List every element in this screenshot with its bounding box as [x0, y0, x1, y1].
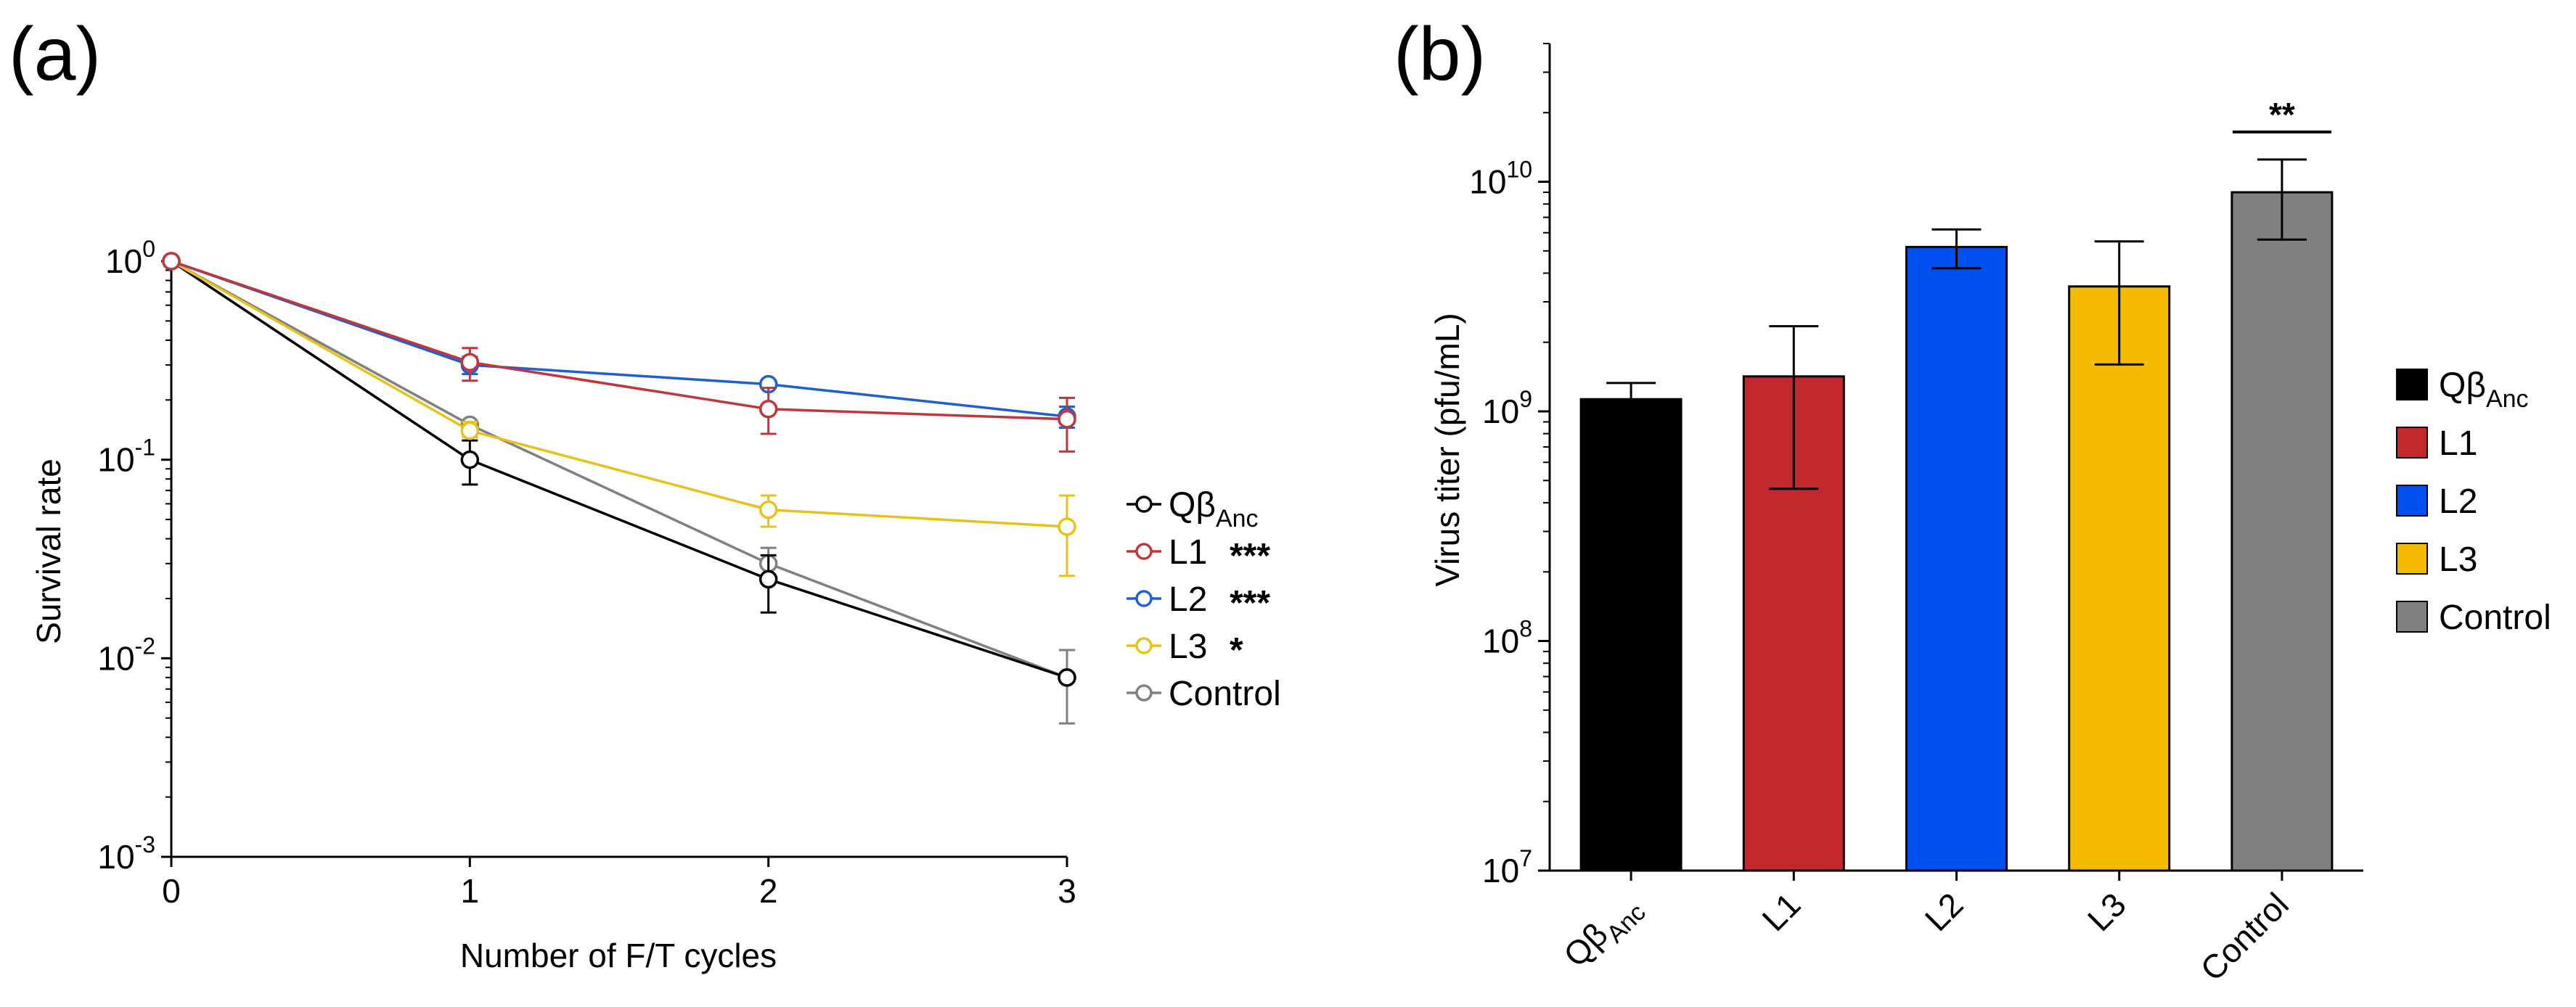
legend-item: Control [1127, 675, 1281, 713]
data-point [1058, 410, 1076, 429]
significance-stars: * [1230, 631, 1243, 670]
x-tick-label-a: 2 [759, 872, 778, 910]
legend-item: QβAnc [2396, 366, 2529, 413]
bar-chart-axes: 1010 109 108 107 QβAnc L1 L2 L3 Control [1469, 43, 2363, 988]
bar-group [1579, 382, 1682, 872]
data-point [460, 450, 480, 469]
line-series [162, 252, 1076, 429]
x-tick-label-a: 3 [1058, 872, 1076, 910]
legend-item: L2 [2396, 482, 2477, 521]
bar-group [2068, 240, 2171, 872]
x-tick-label-b: L3 [2080, 885, 2133, 938]
line-chart-series [162, 252, 1076, 725]
legend-swatch [2396, 427, 2428, 459]
x-tick-label-b: L2 [1918, 885, 1971, 938]
bar [1905, 245, 2008, 872]
series-line [171, 260, 1068, 528]
data-point [1058, 517, 1076, 536]
legend-item: Control [2396, 599, 2551, 637]
legend-item: L3 [2396, 541, 2477, 579]
bar-group [2231, 158, 2334, 872]
bar [2068, 285, 2171, 872]
data-point [1058, 668, 1076, 687]
y-tick-label-a: 10-1 [97, 435, 155, 479]
panel-label-a: (a) [9, 12, 101, 96]
y-axis-title-b: Virus titer (pfu/mL) [1428, 313, 1466, 586]
line-series [162, 252, 1076, 453]
bar-chart-bars: ** [1579, 96, 2334, 872]
y-tick-label-a: 100 [105, 236, 155, 280]
x-tick-label-a: 1 [461, 872, 480, 910]
legend-marker [1135, 590, 1153, 607]
series-line [171, 260, 1068, 418]
data-point [759, 570, 778, 589]
legend-item: L2 *** [1127, 580, 1270, 622]
line-chart-axes: 100 10-1 10-2 10-30 1 2 3 [97, 236, 1076, 910]
legend-label: QβAnc [1169, 486, 1259, 533]
legend-swatch [2396, 601, 2428, 633]
y-axis-title-a: Survival rate [30, 459, 68, 644]
legend-label: L3 [2439, 541, 2477, 579]
y-tick-label-a: 10-3 [97, 831, 155, 876]
data-point [460, 421, 480, 440]
bar-group [1742, 325, 1845, 872]
x-tick-label-b: L1 [1754, 885, 1807, 938]
panel-label-b: (b) [1394, 12, 1486, 96]
legend-label: L3 [1169, 628, 1207, 666]
y-tick-label-a: 10-2 [97, 633, 155, 677]
legend-label: Control [2439, 599, 2551, 637]
significance-stars: ** [2269, 96, 2295, 133]
legend-marker [1135, 637, 1153, 654]
legend-label: L2 [1169, 580, 1207, 619]
legend-marker [1135, 684, 1153, 702]
x-tick-label-b: Control [2193, 885, 2296, 988]
legend-label: Control [1169, 675, 1281, 713]
legend-item: L3 * [1127, 628, 1243, 670]
legend-item: QβAnc [1127, 486, 1259, 533]
x-axis-title-a: Number of F/T cycles [460, 937, 777, 974]
y-tick-label-b: 1010 [1469, 157, 1532, 201]
legend-swatch [2396, 543, 2428, 575]
legend-swatch [2396, 369, 2428, 400]
significance-stars: *** [1230, 584, 1270, 622]
data-point [759, 400, 778, 419]
series-line [171, 260, 1068, 679]
legend-item: L1 [2396, 424, 2477, 463]
legend-marker [1135, 543, 1153, 560]
legend-marker [1135, 496, 1153, 513]
bar [1579, 398, 1682, 872]
x-tick-label-a: 0 [162, 872, 181, 910]
legend-label: QβAnc [2439, 366, 2529, 413]
data-point [460, 353, 480, 371]
y-tick-label-b: 107 [1482, 845, 1532, 889]
x-tick-label-b: QβAnc [1556, 885, 1651, 980]
significance-stars: *** [1230, 537, 1270, 575]
bar-group [1905, 228, 2008, 872]
y-tick-label-b: 109 [1482, 386, 1532, 430]
bar [2231, 191, 2334, 872]
series-line [171, 260, 1068, 421]
legend-label: L1 [1169, 533, 1207, 572]
legend-label: L1 [2439, 424, 2477, 463]
legend-item: L1 *** [1127, 533, 1270, 575]
y-tick-label-b: 108 [1482, 616, 1532, 660]
bar-chart-panel: (b) 1010 109 108 107 QβAnc L1 L2 L3 Control ** Q… [1394, 12, 2551, 988]
data-point [162, 252, 181, 271]
data-point [759, 500, 778, 519]
legend-label: L2 [2439, 482, 2477, 521]
line-series [162, 252, 1076, 725]
series-line [171, 260, 1068, 679]
legend-swatch [2396, 485, 2428, 517]
bar-chart-legend: QβAnc L1 L2 L3 Control [2396, 366, 2551, 637]
